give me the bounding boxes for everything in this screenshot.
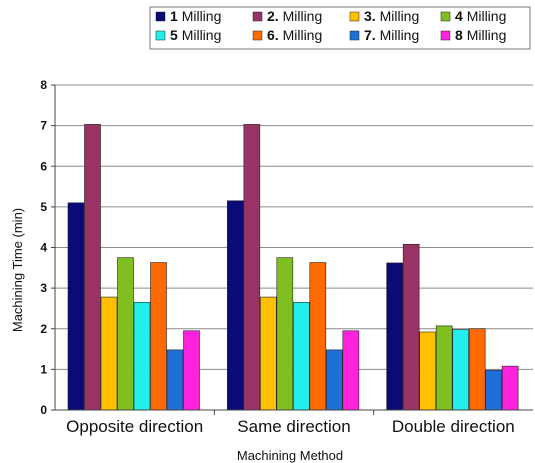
legend-label-text: Milling bbox=[182, 27, 222, 43]
bar bbox=[402, 243, 420, 411]
bar bbox=[435, 325, 453, 411]
legend-swatch bbox=[252, 11, 263, 22]
y-tick-label: 3 bbox=[40, 281, 47, 295]
y-tick-labels: 0 1 2 3 4 5 6 7 8 bbox=[40, 78, 47, 417]
bar bbox=[468, 328, 486, 411]
bar bbox=[485, 369, 502, 411]
legend-swatch bbox=[440, 11, 451, 22]
legend-swatch bbox=[349, 11, 360, 22]
legend-label: 4 Milling bbox=[455, 8, 506, 24]
legend-label-text: Milling bbox=[467, 27, 507, 43]
bar bbox=[419, 331, 436, 411]
legend-label-number: 2. bbox=[267, 8, 283, 24]
bar bbox=[309, 262, 327, 411]
legend-box bbox=[149, 6, 531, 50]
legend-label-number: 6. bbox=[267, 27, 283, 43]
legend-label: 5 Milling bbox=[170, 27, 221, 43]
axes bbox=[54, 85, 533, 411]
bar bbox=[260, 296, 277, 411]
y-tick-label: 1 bbox=[40, 362, 47, 376]
bar bbox=[166, 349, 184, 411]
legend-label-text: Milling bbox=[467, 8, 507, 24]
legend-label: 8 Milling bbox=[455, 27, 506, 43]
bar bbox=[227, 200, 244, 411]
legend-swatch bbox=[349, 30, 360, 41]
legend-label-number: 3. bbox=[364, 8, 380, 24]
legend-label-text: Milling bbox=[380, 8, 420, 24]
bar bbox=[150, 262, 167, 411]
bar bbox=[293, 302, 310, 411]
bar bbox=[133, 302, 151, 411]
legend-label-text: Milling bbox=[380, 27, 420, 43]
legend-label-number: 1 bbox=[170, 8, 182, 24]
legend-label-number: 5 bbox=[170, 27, 182, 43]
bar bbox=[326, 349, 343, 411]
legend-swatch bbox=[440, 30, 451, 41]
y-tick-label: 5 bbox=[40, 200, 47, 214]
bar bbox=[84, 124, 101, 411]
bar bbox=[452, 329, 469, 411]
legend-label: 2. Milling bbox=[267, 8, 322, 24]
bar-series bbox=[67, 124, 519, 411]
legend-label-text: Milling bbox=[283, 8, 323, 24]
y-tick-label: 0 bbox=[40, 403, 47, 417]
bar bbox=[342, 330, 360, 411]
legend-label-number: 7. bbox=[364, 27, 380, 43]
bar bbox=[386, 262, 403, 411]
bar bbox=[67, 202, 85, 411]
bar bbox=[243, 124, 261, 411]
y-tick-label: 8 bbox=[40, 78, 47, 92]
legend-label: 6. Milling bbox=[267, 27, 322, 43]
bar bbox=[100, 296, 118, 411]
legend-label: 1 Milling bbox=[170, 8, 221, 24]
legend-label-number: 8 bbox=[455, 27, 467, 43]
bar bbox=[183, 330, 200, 411]
y-tick-label: 6 bbox=[40, 159, 47, 173]
x-category-label: Double direction bbox=[392, 417, 515, 436]
legend-swatch bbox=[155, 11, 166, 22]
legend-swatch bbox=[155, 30, 166, 41]
bar bbox=[276, 257, 294, 411]
y-axis-title: Machining Time (min) bbox=[10, 208, 25, 332]
legend-swatch bbox=[252, 30, 263, 41]
x-category-label: Opposite direction bbox=[66, 417, 203, 436]
legend-label-number: 4 bbox=[455, 8, 467, 24]
legend-label-text: Milling bbox=[283, 27, 323, 43]
x-category-labels: Opposite direction Same direction Double d… bbox=[66, 410, 515, 436]
chart-legend: 1 Milling 2. Milling 3. Milling 4 Milling5 … bbox=[149, 6, 531, 50]
y-tick-label: 2 bbox=[40, 322, 47, 336]
legend-label: 3. Milling bbox=[364, 8, 419, 24]
x-axis-title: Machining Method bbox=[237, 448, 343, 463]
y-tick-label: 4 bbox=[40, 241, 47, 255]
y-tick-label: 7 bbox=[40, 119, 47, 133]
legend-label-text: Milling bbox=[182, 8, 222, 24]
bar bbox=[501, 365, 519, 411]
bar bbox=[117, 257, 134, 411]
x-category-label: Same direction bbox=[237, 417, 350, 436]
legend-label: 7. Milling bbox=[364, 27, 419, 43]
